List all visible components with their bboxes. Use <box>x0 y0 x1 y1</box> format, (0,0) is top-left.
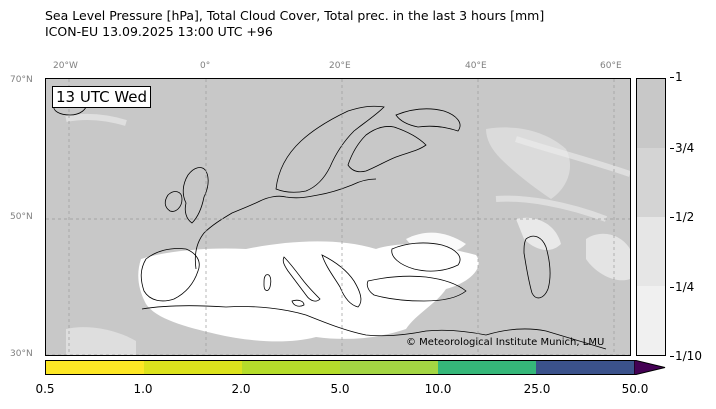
precip-bin-0 <box>46 361 144 374</box>
weather-map <box>45 78 631 356</box>
precip-tick-4: 10.0 <box>424 382 452 396</box>
longitude-label-0: 0° <box>200 61 211 71</box>
longitude-label-60e: 60°E <box>600 61 622 71</box>
precip-bin-2 <box>242 361 340 374</box>
valid-time-label: 13 UTC Wed <box>52 86 152 108</box>
cloud-tick-1: 1 <box>670 70 683 84</box>
longitude-label-20e: 20°E <box>329 61 351 71</box>
cloud-bin-1-4-to-1-2 <box>637 217 665 286</box>
precipitation-colorbar <box>45 360 635 375</box>
thin-cloud-streaks <box>65 113 630 222</box>
latitude-label-30n: 30°N <box>10 349 33 359</box>
coastlines <box>53 99 607 350</box>
precip-tick-2: 2.0 <box>231 382 251 396</box>
precip-tick-5: 25.0 <box>523 382 551 396</box>
precip-tick-6: 50.0 <box>621 382 649 396</box>
precip-tick-3: 5.0 <box>330 382 350 396</box>
cloud-cover-colorbar <box>636 78 666 356</box>
precip-bin-4 <box>438 361 536 374</box>
map-canvas <box>46 79 630 355</box>
cloud-tick-1-10: 1/10 <box>670 349 702 363</box>
precip-bin-3 <box>340 361 438 374</box>
cloud-bin-3-4-to-1 <box>637 79 665 148</box>
clear-sky-areas <box>66 127 630 355</box>
longitude-label-40e: 40°E <box>465 61 487 71</box>
precip-tick-1: 1.0 <box>133 382 153 396</box>
cloud-tick-1-4: 1/4 <box>669 280 695 294</box>
cloud-tick-1-2: 1/2 <box>669 210 695 224</box>
cloud-tick-3-4: 3/4 <box>669 141 695 155</box>
cloud-bin-1-2-to-3-4 <box>637 148 665 217</box>
copyright-notice: © Meteorological Institute Munich, LMU <box>406 337 605 348</box>
precip-bin-1 <box>144 361 242 374</box>
precip-bin-5 <box>536 361 634 374</box>
map-title-line-1: Sea Level Pressure [hPa], Total Cloud Co… <box>45 8 545 23</box>
graticule <box>46 79 630 355</box>
cloud-bin-1-10-to-1-4 <box>637 286 665 355</box>
longitude-label-20w: 20°W <box>53 61 78 71</box>
precip-tick-0: 0.5 <box>35 382 55 396</box>
latitude-label-50n: 50°N <box>10 212 33 222</box>
precipitation-overflow-arrow <box>634 360 666 375</box>
latitude-label-70n: 70°N <box>10 75 33 85</box>
map-title-line-2: ICON-EU 13.09.2025 13:00 UTC +96 <box>45 24 273 39</box>
